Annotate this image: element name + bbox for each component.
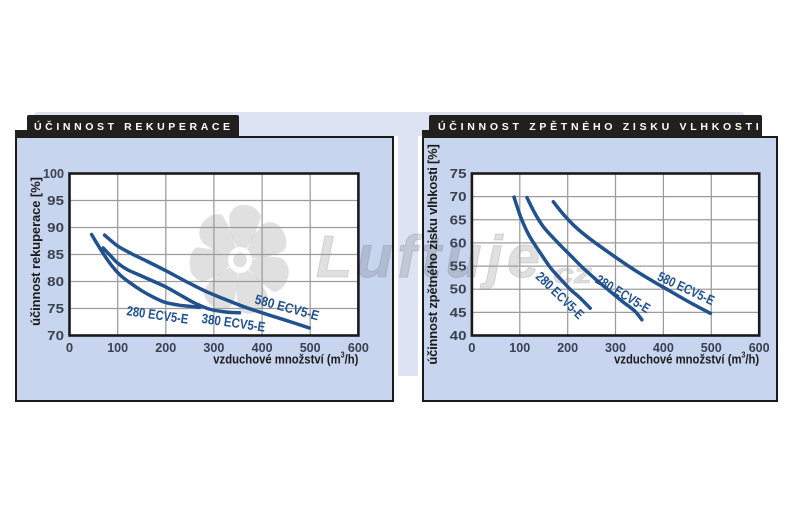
svg-text:45: 45 (450, 305, 467, 320)
svg-text:100: 100 (509, 340, 530, 355)
svg-text:40: 40 (450, 328, 467, 343)
svg-text:200: 200 (557, 340, 578, 355)
svg-text:300: 300 (605, 340, 626, 355)
svg-text:95: 95 (47, 193, 64, 208)
svg-text:400: 400 (252, 340, 273, 355)
svg-text:65: 65 (450, 212, 467, 227)
svg-text:75: 75 (47, 301, 64, 316)
svg-text:300: 300 (203, 340, 224, 355)
svg-text:0: 0 (66, 340, 73, 355)
svg-text:500: 500 (300, 340, 321, 355)
svg-text:účinnost zpětného zisku vlhkos: účinnost zpětného zisku vlhkosti [%] (425, 144, 440, 364)
svg-text:70: 70 (450, 189, 467, 204)
svg-text:70: 70 (47, 328, 64, 343)
svg-text:500: 500 (701, 340, 722, 355)
svg-text:90: 90 (47, 220, 64, 235)
svg-text:80: 80 (47, 274, 64, 289)
svg-text:600: 600 (749, 340, 770, 355)
svg-text:vzduchové množství (m3/h): vzduchové množství (m3/h) (614, 350, 759, 367)
svg-text:100: 100 (43, 166, 64, 181)
svg-text:60: 60 (450, 235, 467, 250)
svg-text:vzduchové množství (m3/h): vzduchové množství (m3/h) (213, 350, 358, 367)
svg-text:400: 400 (653, 340, 674, 355)
svg-text:50: 50 (450, 282, 467, 297)
svg-text:200: 200 (155, 340, 176, 355)
svg-text:účinnost rekuperace [%]: účinnost rekuperace [%] (28, 177, 43, 326)
svg-text:75: 75 (450, 166, 467, 181)
svg-text:55: 55 (450, 259, 467, 274)
svg-text:600: 600 (348, 340, 369, 355)
svg-text:85: 85 (47, 247, 64, 262)
svg-text:100: 100 (107, 340, 128, 355)
svg-text:0: 0 (468, 340, 475, 355)
